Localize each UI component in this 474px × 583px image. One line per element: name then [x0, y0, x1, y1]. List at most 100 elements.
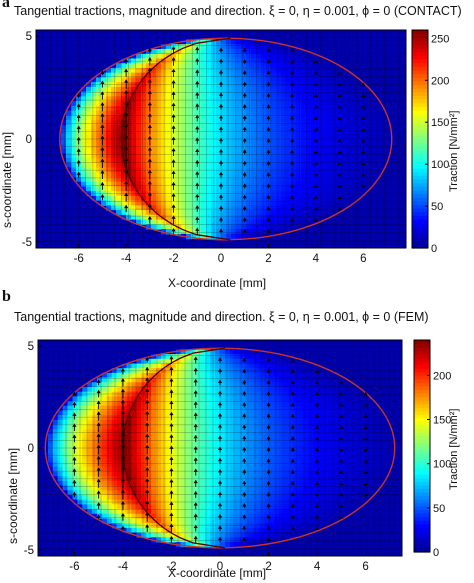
heatmap-cell	[236, 153, 242, 159]
heatmap-cell	[215, 532, 221, 538]
traction-arrow-head	[171, 46, 176, 50]
heatmap-cell	[301, 101, 307, 107]
heatmap-cell	[239, 363, 246, 369]
heatmap-cell	[346, 148, 352, 154]
heatmap-cell	[256, 39, 262, 45]
heatmap-cell	[156, 363, 162, 369]
heatmap-cell	[136, 153, 142, 159]
heatmap-cell	[62, 405, 69, 412]
heatmap-cell	[156, 377, 162, 383]
heatmap-cell	[293, 504, 300, 510]
heatmap-cell	[116, 494, 123, 501]
heatmap-cell	[126, 391, 133, 397]
heatmap-cell	[361, 101, 367, 107]
heatmap-cell	[301, 124, 307, 131]
heatmap-cell	[231, 214, 237, 221]
heatmap-cell	[101, 457, 108, 463]
heatmap-cell	[318, 386, 324, 393]
heatmap-cell	[161, 186, 167, 192]
heatmap-cell	[251, 186, 257, 192]
heatmap-cell	[241, 101, 247, 107]
heatmap-cell	[146, 134, 152, 140]
heatmap-cell	[311, 101, 317, 107]
heatmap-cell	[220, 443, 226, 449]
heatmap-cell	[244, 532, 251, 538]
heatmap-cell	[106, 372, 113, 379]
heatmap-cell	[316, 205, 322, 211]
traction-arrow-head	[147, 158, 152, 162]
heatmap-cell	[206, 115, 212, 121]
heatmap-cell	[306, 139, 312, 145]
heatmap-cell	[316, 210, 322, 216]
heatmap-cell	[239, 518, 246, 524]
heatmap-cell	[181, 172, 187, 178]
heatmap-cell	[251, 77, 257, 83]
heatmap-cell	[316, 110, 322, 116]
heatmap-cell	[181, 124, 187, 131]
heatmap-cell	[251, 148, 257, 154]
heatmap-cell	[254, 452, 260, 458]
heatmap-cell	[271, 219, 277, 225]
heatmap-cell	[196, 120, 202, 126]
heatmap-cell	[67, 490, 74, 496]
traction-arrow-head	[124, 134, 129, 139]
traction-arrow-head	[242, 92, 247, 97]
heatmap-cell	[71, 172, 77, 178]
heatmap-cell	[311, 148, 317, 154]
heatmap-cell	[161, 105, 167, 112]
heatmap-cell	[323, 424, 329, 430]
heatmap-cell	[251, 172, 257, 178]
heatmap-cell	[175, 532, 182, 538]
heatmap-cell	[298, 443, 305, 449]
heatmap-cell	[326, 195, 332, 202]
heatmap-cell	[246, 120, 252, 126]
heatmap-cell	[196, 96, 202, 102]
contact-area-outline	[59, 37, 393, 241]
heatmap-cell	[146, 176, 152, 183]
heatmap-cell	[271, 48, 277, 55]
heatmap-cell	[205, 523, 211, 529]
traction-arrow-head	[147, 192, 152, 196]
heatmap-cell	[57, 429, 64, 435]
heatmap-cell	[254, 537, 260, 543]
heatmap-cell	[301, 200, 307, 206]
heatmap-cell	[86, 172, 92, 178]
heatmap-cell	[181, 120, 187, 126]
heatmap-cell	[195, 480, 201, 487]
heatmap-cell	[81, 91, 87, 97]
heatmap-cell	[160, 523, 167, 529]
heatmap-cell	[175, 518, 182, 524]
heatmap-cell	[333, 513, 339, 520]
heatmap-cell	[234, 386, 241, 393]
heatmap-cell	[81, 101, 87, 107]
heatmap-cell	[166, 105, 172, 112]
heatmap-cell	[251, 120, 257, 126]
heatmap-cell	[321, 105, 327, 112]
heatmap-cell	[190, 527, 197, 534]
heatmap-cell	[101, 433, 108, 440]
heatmap-cell	[316, 129, 322, 135]
heatmap-cell	[279, 391, 285, 397]
heatmap-cell	[166, 67, 172, 74]
heatmap-cell	[141, 72, 147, 78]
heatmap-cell	[346, 115, 352, 121]
heatmap-cell	[181, 210, 187, 216]
colorbar-segment	[412, 48, 428, 53]
heatmap-cell	[241, 162, 247, 169]
heatmap-cell	[274, 537, 280, 543]
heatmap-cell	[111, 101, 117, 107]
heatmap-cell	[111, 120, 117, 126]
heatmap-cell	[333, 509, 339, 515]
heatmap-cell	[91, 186, 97, 192]
heatmap-cell	[308, 386, 315, 393]
heatmap-cell	[276, 219, 282, 225]
heatmap-cell	[175, 471, 182, 477]
heatmap-cell	[92, 490, 98, 496]
heatmap-cell	[333, 490, 339, 496]
heatmap-cell	[161, 205, 167, 211]
heatmap-cell	[321, 115, 327, 121]
heatmap-cell	[269, 457, 275, 463]
heatmap-cell	[170, 405, 177, 412]
heatmap-cell	[136, 424, 142, 430]
heatmap-cell	[239, 485, 246, 491]
